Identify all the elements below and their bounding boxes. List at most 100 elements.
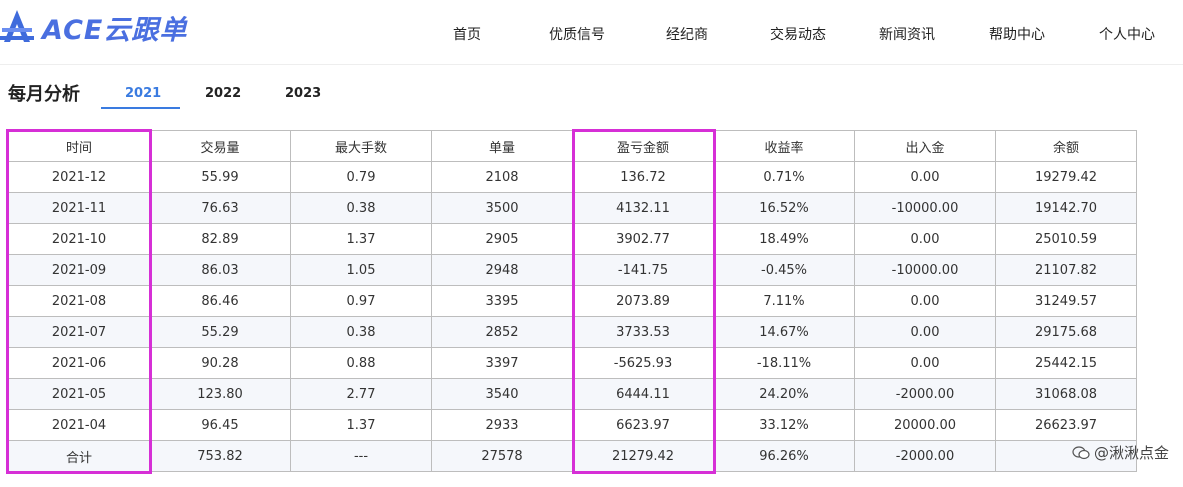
- cell-max-lots: 1.05: [290, 254, 432, 286]
- cell-profit: -5625.93: [572, 347, 714, 379]
- col-header-orders: 单量: [431, 130, 573, 162]
- cell-return-rate: 33.12%: [713, 409, 855, 441]
- table-header-row: 时间 交易量 最大手数 单量 盈亏金额 收益率 出入金 余额: [8, 130, 1137, 162]
- table-row: 2021-04 96.45 1.37 2933 6623.97 33.12% 20000.0…: [8, 409, 1137, 441]
- cell-profit: 6623.97: [572, 409, 714, 441]
- cell-time: 2021-05: [8, 378, 150, 410]
- cell-balance: [995, 440, 1137, 472]
- cell-return-rate: 7.11%: [713, 285, 855, 317]
- col-header-deposit-withdraw: 出入金: [854, 130, 996, 162]
- cell-orders: 27578: [431, 440, 573, 472]
- cell-time: 2021-04: [8, 409, 150, 441]
- cell-balance: 21107.82: [995, 254, 1137, 286]
- table-row: 2021-09 86.03 1.05 2948 -141.75 -0.45% -10000.…: [8, 254, 1137, 286]
- nav-profile[interactable]: 个人中心: [1099, 27, 1155, 43]
- cell-orders: 2852: [431, 316, 573, 348]
- cell-volume: 96.45: [149, 409, 291, 441]
- cell-time: 2021-06: [8, 347, 150, 379]
- cell-balance: 25442.15: [995, 347, 1137, 379]
- cell-balance: 25010.59: [995, 223, 1137, 255]
- cell-time: 2021-11: [8, 192, 150, 224]
- cell-orders: 2948: [431, 254, 573, 286]
- cell-balance: 31068.08: [995, 378, 1137, 410]
- table-row: 2021-07 55.29 0.38 2852 3733.53 14.67% 0.00 291…: [8, 316, 1137, 348]
- cell-max-lots: 0.38: [290, 192, 432, 224]
- logo-text: ACE云跟单: [42, 14, 188, 46]
- cell-deposit-withdraw: 0.00: [854, 316, 996, 348]
- cell-max-lots: 1.37: [290, 409, 432, 441]
- wechat-icon: [1072, 445, 1090, 459]
- cell-deposit-withdraw: 0.00: [854, 223, 996, 255]
- cell-orders: 2933: [431, 409, 573, 441]
- tab-2021[interactable]: 2021: [125, 86, 162, 101]
- cell-deposit-withdraw: 0.00: [854, 347, 996, 379]
- cell-max-lots: 1.37: [290, 223, 432, 255]
- cell-time: 合计: [8, 440, 150, 472]
- cell-balance: 31249.57: [995, 285, 1137, 317]
- nav-signals[interactable]: 优质信号: [549, 27, 605, 43]
- cell-orders: 2108: [431, 161, 573, 193]
- cell-volume: 753.82: [149, 440, 291, 472]
- tab-2023[interactable]: 2023: [285, 86, 322, 101]
- cell-volume: 82.89: [149, 223, 291, 255]
- cell-orders: 2905: [431, 223, 573, 255]
- cell-return-rate: 96.26%: [713, 440, 855, 472]
- cell-orders: 3500: [431, 192, 573, 224]
- cell-profit: -141.75: [572, 254, 714, 286]
- nav-home[interactable]: 首页: [453, 27, 481, 43]
- cell-time: 2021-12: [8, 161, 150, 193]
- cell-orders: 3540: [431, 378, 573, 410]
- cell-orders: 3397: [431, 347, 573, 379]
- cell-volume: 90.28: [149, 347, 291, 379]
- cell-balance: 19142.70: [995, 192, 1137, 224]
- ace-logo-icon: [0, 10, 34, 42]
- nav-help[interactable]: 帮助中心: [989, 27, 1045, 43]
- tab-2022[interactable]: 2022: [205, 86, 242, 101]
- cell-orders: 3395: [431, 285, 573, 317]
- cell-time: 2021-09: [8, 254, 150, 286]
- table-row: 2021-06 90.28 0.88 3397 -5625.93 -18.11% 0.00 2…: [8, 347, 1137, 379]
- col-header-max-lots: 最大手数: [290, 130, 432, 162]
- cell-max-lots: 0.79: [290, 161, 432, 193]
- top-header: ACE云跟单 首页 优质信号 经纪商 交易动态 新闻资讯 帮助中心 个人中心: [0, 0, 1183, 65]
- table-row: 2021-05 123.80 2.77 3540 6444.11 24.20% -2000.…: [8, 378, 1137, 410]
- cell-volume: 86.03: [149, 254, 291, 286]
- cell-deposit-withdraw: 20000.00: [854, 409, 996, 441]
- cell-profit: 3902.77: [572, 223, 714, 255]
- table-total-row: 合计 753.82 --- 27578 21279.42 96.26% -2000.00: [8, 440, 1137, 472]
- col-header-time: 时间: [8, 130, 150, 162]
- cell-volume: 55.29: [149, 316, 291, 348]
- cell-deposit-withdraw: -10000.00: [854, 192, 996, 224]
- cell-volume: 76.63: [149, 192, 291, 224]
- nav-brokers[interactable]: 经纪商: [666, 27, 708, 43]
- cell-deposit-withdraw: 0.00: [854, 285, 996, 317]
- cell-deposit-withdraw: -10000.00: [854, 254, 996, 286]
- cell-max-lots: 0.88: [290, 347, 432, 379]
- cell-deposit-withdraw: -2000.00: [854, 378, 996, 410]
- cell-balance: 26623.97: [995, 409, 1137, 441]
- cell-return-rate: 16.52%: [713, 192, 855, 224]
- watermark-text: @湫湫点金: [1093, 444, 1169, 462]
- watermark: @湫湫点金: [1072, 442, 1169, 463]
- table-row: 2021-08 86.46 0.97 3395 2073.89 7.11% 0.00 3124…: [8, 285, 1137, 317]
- cell-volume: 55.99: [149, 161, 291, 193]
- main-nav: 首页 优质信号 经纪商 交易动态 新闻资讯 帮助中心 个人中心: [0, 0, 1183, 64]
- cell-volume: 123.80: [149, 378, 291, 410]
- table-row: 2021-12 55.99 0.79 2108 136.72 0.71% 0.00 19279…: [8, 161, 1137, 193]
- site-logo[interactable]: ACE云跟单: [0, 6, 187, 48]
- active-tab-underline: [101, 107, 180, 109]
- cell-max-lots: 0.38: [290, 316, 432, 348]
- cell-return-rate: -0.45%: [713, 254, 855, 286]
- cell-max-lots: 2.77: [290, 378, 432, 410]
- nav-trade-activity[interactable]: 交易动态: [770, 27, 826, 43]
- cell-profit: 6444.11: [572, 378, 714, 410]
- nav-news[interactable]: 新闻资讯: [879, 27, 935, 43]
- col-header-volume: 交易量: [149, 130, 291, 162]
- cell-balance: 19279.42: [995, 161, 1137, 193]
- col-header-profit: 盈亏金额: [572, 130, 714, 162]
- col-header-return-rate: 收益率: [713, 130, 855, 162]
- cell-return-rate: 18.49%: [713, 223, 855, 255]
- cell-return-rate: 0.71%: [713, 161, 855, 193]
- cell-profit: 21279.42: [572, 440, 714, 472]
- section-title: 每月分析: [8, 84, 80, 105]
